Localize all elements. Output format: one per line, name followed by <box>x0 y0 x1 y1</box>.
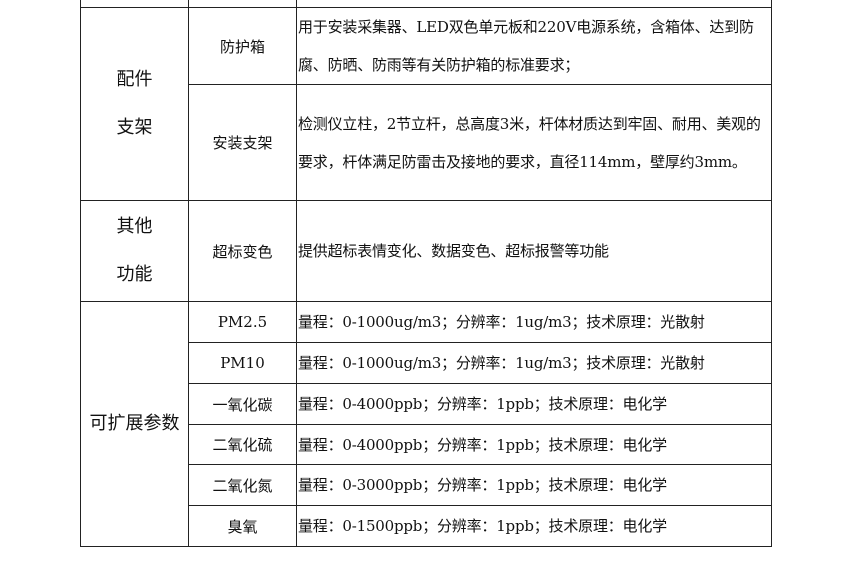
item-desc: 用于安装采集器、LED双色单元板和220V电源系统，含箱体、达到防腐、防晒、防雨… <box>296 7 772 85</box>
item-desc: 量程：0-3000ppb；分辨率：1ppb；技术原理：电化学 <box>296 464 772 506</box>
item-name: 一氧化碳 <box>188 383 297 425</box>
item-desc: 提供超标表情变化、数据变色、超标报警等功能 <box>296 200 772 302</box>
table-row: 二氧化氮 量程：0-3000ppb；分辨率：1ppb；技术原理：电化学 <box>81 464 772 506</box>
table-row-stub <box>80 0 772 8</box>
table-row: 臭氧 量程：0-1500ppb；分辨率：1ppb；技术原理：电化学 <box>81 505 772 547</box>
item-name: 超标变色 <box>188 200 297 302</box>
table-row: 安装支架 检测仪立柱，2节立杆，总高度3米，杆体材质达到牢固、耐用、美观的要求，… <box>81 84 772 201</box>
table-row: 可扩展参数 PM2.5 量程：0-1000ug/m3；分辨率：1ug/m3；技术… <box>80 301 772 547</box>
spec-table: 配件 支架 防护箱 用于安装采集器、LED双色单元板和220V电源系统，含箱体、达… <box>80 0 772 547</box>
item-name: 二氧化氮 <box>188 464 297 506</box>
table-row: 一氧化碳 量程：0-4000ppb；分辨率：1ppb；技术原理：电化学 <box>81 383 772 425</box>
item-desc: 量程：0-4000ppb；分辨率：1ppb；技术原理：电化学 <box>296 424 772 465</box>
item-desc: 量程：0-1000ug/m3；分辨率：1ug/m3；技术原理：光散射 <box>296 342 772 384</box>
table-row: 二氧化硫 量程：0-4000ppb；分辨率：1ppb；技术原理：电化学 <box>81 424 772 465</box>
item-desc: 量程：0-1000ug/m3；分辨率：1ug/m3；技术原理：光散射 <box>296 301 772 343</box>
item-name: 二氧化硫 <box>188 424 297 465</box>
item-desc: 量程：0-4000ppb；分辨率：1ppb；技术原理：电化学 <box>296 383 772 425</box>
item-desc: 量程：0-1500ppb；分辨率：1ppb；技术原理：电化学 <box>296 505 772 547</box>
item-name: 安装支架 <box>188 84 297 201</box>
item-name: PM10 <box>188 342 297 384</box>
category-cell: 配件 支架 <box>80 7 189 201</box>
item-name: 防护箱 <box>188 7 297 85</box>
item-name: 臭氧 <box>188 505 297 547</box>
item-name: PM2.5 <box>188 301 297 343</box>
table-row: 配件 支架 防护箱 用于安装采集器、LED双色单元板和220V电源系统，含箱体、达… <box>80 7 772 201</box>
table-row: PM10 量程：0-1000ug/m3；分辨率：1ug/m3；技术原理：光散射 <box>81 342 772 384</box>
table-row: 其他 功能 超标变色 提供超标表情变化、数据变色、超标报警等功能 <box>80 200 772 302</box>
item-desc: 检测仪立柱，2节立杆，总高度3米，杆体材质达到牢固、耐用、美观的要求，杆体满足防… <box>296 84 772 201</box>
category-cell: 其他 功能 <box>80 200 189 302</box>
category-cell: 可扩展参数 <box>80 301 189 547</box>
